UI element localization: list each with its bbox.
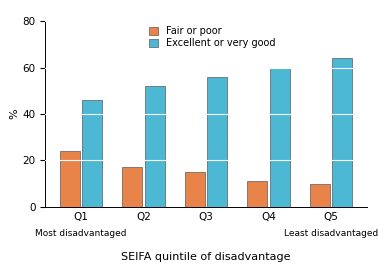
- Bar: [60, 151, 80, 207]
- Bar: [332, 58, 352, 207]
- Bar: [310, 183, 330, 207]
- Legend: Fair or poor, Excellent or very good: Fair or poor, Excellent or very good: [147, 24, 277, 50]
- Text: Most disadvantaged: Most disadvantaged: [36, 229, 127, 238]
- X-axis label: SEIFA quintile of disadvantage: SEIFA quintile of disadvantage: [121, 252, 291, 262]
- Y-axis label: %: %: [10, 109, 20, 119]
- Text: Least disadvantaged: Least disadvantaged: [284, 229, 378, 238]
- Bar: [122, 167, 143, 207]
- Bar: [247, 181, 267, 207]
- Bar: [207, 77, 227, 207]
- Bar: [82, 100, 102, 207]
- Bar: [185, 172, 205, 207]
- Bar: [145, 86, 165, 207]
- Bar: [270, 68, 290, 207]
